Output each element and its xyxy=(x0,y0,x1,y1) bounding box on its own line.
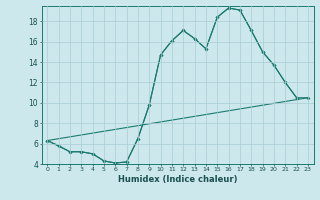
X-axis label: Humidex (Indice chaleur): Humidex (Indice chaleur) xyxy=(118,175,237,184)
